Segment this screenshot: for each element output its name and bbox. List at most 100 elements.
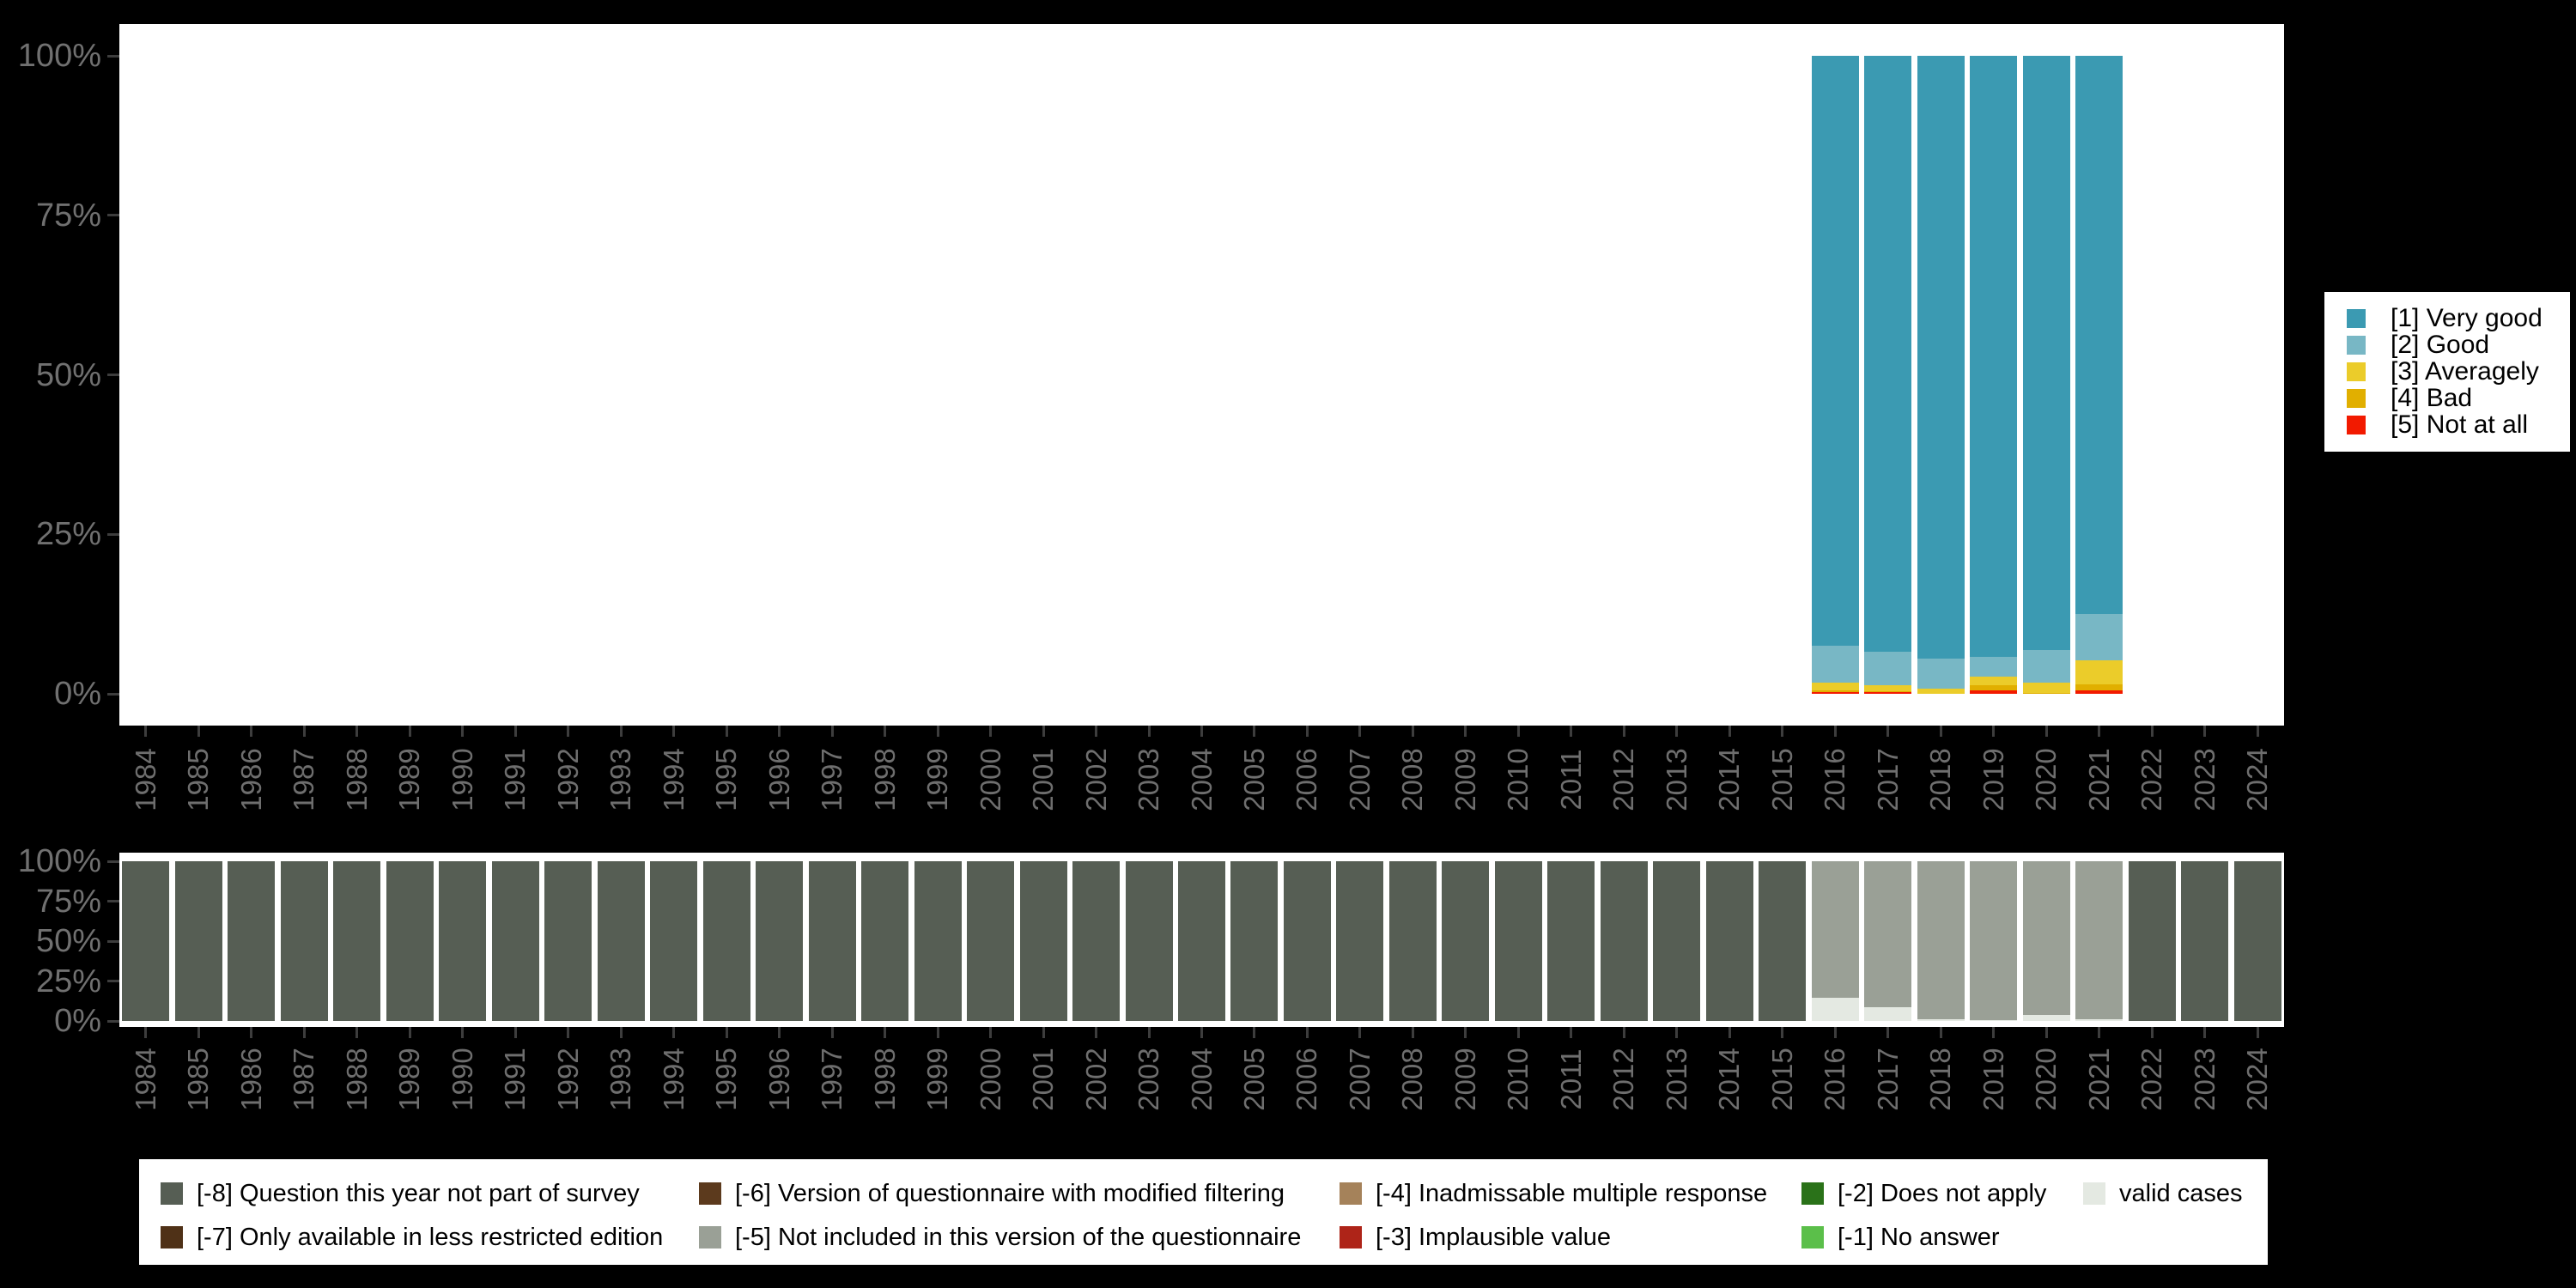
bar-segment [2022,1014,2070,1021]
bar-2016 [1811,861,1859,1021]
x-axis-tick [884,726,887,737]
x-axis-tick [513,726,517,737]
x-axis-label: 2000 [974,1048,1006,1111]
x-axis-tick [1781,726,1784,737]
bar-2015 [1759,861,1807,1021]
bar-1990 [439,861,487,1021]
bar-segment [386,861,434,1021]
x-axis-label: 1990 [446,1048,478,1111]
legend-label: [5] Not at all [2391,410,2529,439]
x-axis-label: 2020 [2030,748,2063,811]
x-axis-label: 2021 [2082,748,2115,811]
bar-segment [1600,861,1648,1021]
y-axis-label: 100% [17,38,101,74]
bottom-chart-panel [119,853,2284,1027]
x-axis-label: 1992 [551,748,584,811]
bar-segment [2075,861,2123,1020]
x-axis-tick [1728,1027,1731,1038]
bar-segment [1864,1006,1912,1021]
x-axis-tick [989,1027,993,1038]
bar-2022 [2128,861,2176,1021]
legend-label: [-2] Does not apply [1838,1179,2047,1207]
x-axis-label: 2017 [1871,748,1904,811]
x-axis-label: 1994 [657,1048,690,1111]
bar-2011 [1547,861,1595,1021]
top-chart-panel [119,24,2284,726]
x-axis-tick [1570,726,1573,737]
x-axis-tick [619,726,623,737]
x-axis-tick [144,1027,148,1038]
bar-segment [1970,656,2018,677]
x-axis-tick [725,1027,728,1038]
x-axis-label: 2010 [1502,748,1534,811]
bar-2020 [2022,861,2070,1021]
x-axis-label: 2005 [1237,748,1270,811]
legend-swatch-icon [2347,389,2366,408]
y-axis-tick [107,54,119,58]
x-axis-label: 2013 [1660,748,1692,811]
bar-segment [1442,861,1490,1021]
y-axis-tick [107,1019,119,1023]
bar-2024 [2233,861,2281,1021]
legend-item: [-8] Question this year not part of surv… [161,1180,640,1207]
bar-segment [1811,861,1859,998]
x-axis-label: 1987 [288,1048,320,1111]
bar-segment [1917,861,1965,1020]
x-axis-label: 2012 [1607,1048,1640,1111]
bar-segment [1125,861,1173,1021]
legend-item: [4] Bad [2347,384,2570,412]
bar-1996 [756,861,804,1021]
bar-2019 [1970,861,2018,1021]
bar-segment [2233,861,2281,1021]
x-axis-label: 1995 [710,1048,743,1111]
x-axis-tick [250,1027,253,1038]
bar-segment [967,861,1015,1021]
x-axis-label: 1998 [868,748,901,811]
bar-segment [2075,659,2123,684]
bar-segment [1864,651,1912,686]
x-axis-tick [2044,1027,2048,1038]
bar-1985 [174,861,222,1021]
bar-segment [1230,861,1279,1021]
bar-2018 [1917,56,1965,694]
bar-2012 [1600,861,1648,1021]
x-axis-tick [1464,726,1467,737]
bar-2021 [2075,56,2123,695]
x-axis-tick [513,1027,517,1038]
x-axis-tick [1675,726,1679,737]
bar-segment [1917,689,1965,694]
bar-segment [1917,1019,1965,1021]
x-axis-tick [1358,726,1362,737]
x-axis-tick [2203,1027,2207,1038]
missing-values-legend: [-8] Question this year not part of surv… [137,1157,2269,1267]
x-axis-tick [2256,726,2259,737]
bar-segment [1283,861,1331,1021]
x-axis-label: 2011 [1554,749,1587,811]
x-axis-label: 2007 [1343,1048,1376,1111]
bar-segment [2075,614,2123,660]
x-axis-label: 2008 [1396,748,1429,811]
x-axis-tick [1886,726,1890,737]
x-axis-tick [1622,1027,1625,1038]
x-axis-label: 2004 [1185,1048,1218,1111]
x-axis-tick [2098,726,2101,737]
x-axis-label: 2015 [1765,748,1798,811]
bar-segment [1970,690,2018,694]
x-axis-label: 2018 [1924,748,1957,811]
legend-swatch-icon [2347,416,2366,434]
legend-label: [-5] Not included in this version of the… [735,1223,1302,1251]
bar-2013 [1653,861,1701,1021]
legend-label: [1] Very good [2391,304,2543,332]
bar-segment [544,861,592,1021]
legend-swatch-icon [1340,1226,1362,1249]
x-axis-tick [1939,726,1942,737]
bar-segment [1705,861,1753,1021]
legend-item: [5] Not at all [2347,410,2570,439]
bar-segment [1388,861,1437,1021]
legend-item: [-5] Not included in this version of the… [699,1223,1302,1251]
x-axis-label: 2016 [1819,1048,1851,1111]
bar-segment [2075,690,2123,695]
x-axis-label: 2019 [1977,1048,2009,1111]
x-axis-label: 1984 [129,748,161,811]
x-axis-label: 1994 [657,748,690,811]
